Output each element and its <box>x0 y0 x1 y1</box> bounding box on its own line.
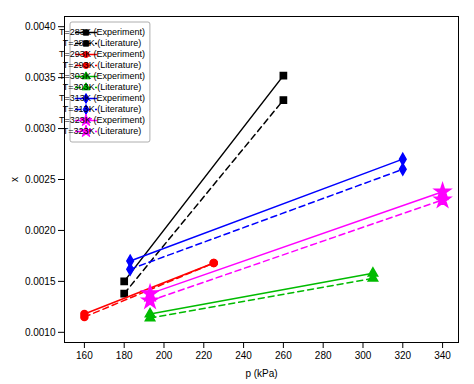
svg-text:160: 160 <box>76 350 93 361</box>
svg-text:0.0025: 0.0025 <box>25 174 56 185</box>
svg-text:T=303K (Literature): T=303K (Literature) <box>63 82 141 92</box>
svg-text:180: 180 <box>116 350 133 361</box>
svg-text:T=323K (Experiment): T=323K (Experiment) <box>59 115 145 125</box>
svg-text:320: 320 <box>394 350 411 361</box>
svg-text:T=283K (Experiment): T=283K (Experiment) <box>59 27 145 37</box>
svg-text:T=313K (Literature): T=313K (Literature) <box>63 104 141 114</box>
svg-text:0.0040: 0.0040 <box>25 21 56 32</box>
svg-text:p (kPa): p (kPa) <box>245 368 277 379</box>
svg-text:260: 260 <box>275 350 292 361</box>
svg-text:300: 300 <box>355 350 372 361</box>
svg-text:340: 340 <box>434 350 451 361</box>
svg-text:0.0010: 0.0010 <box>25 327 56 338</box>
svg-text:240: 240 <box>235 350 252 361</box>
svg-text:T=323K (Literature): T=323K (Literature) <box>63 126 141 136</box>
svg-text:0.0030: 0.0030 <box>25 123 56 134</box>
svg-text:T=283K (Literature): T=283K (Literature) <box>63 38 141 48</box>
svg-text:T=303K (Experiment): T=303K (Experiment) <box>59 71 145 81</box>
svg-text:T=313K (Experiment): T=313K (Experiment) <box>59 93 145 103</box>
svg-text:0.0035: 0.0035 <box>25 72 56 83</box>
svg-text:200: 200 <box>156 350 173 361</box>
svg-text:T=293K (Experiment): T=293K (Experiment) <box>59 49 145 59</box>
svg-text:0.0015: 0.0015 <box>25 276 56 287</box>
svg-text:220: 220 <box>195 350 212 361</box>
svg-text:0.0020: 0.0020 <box>25 225 56 236</box>
svg-text:T=293K (Literature): T=293K (Literature) <box>63 60 141 70</box>
svg-text:280: 280 <box>315 350 332 361</box>
svg-text:x: x <box>9 177 20 182</box>
